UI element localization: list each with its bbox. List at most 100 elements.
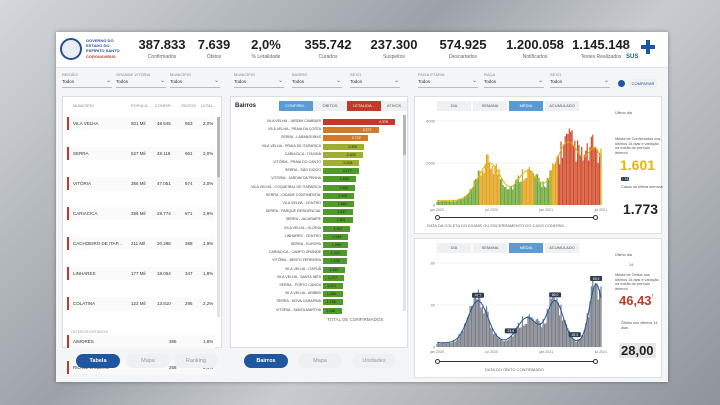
comparar-button[interactable]: COMPARAR — [628, 79, 658, 88]
filter-sexo-2[interactable]: SEXO Todos — [550, 72, 610, 88]
series-bar — [537, 174, 539, 205]
casos-tab-semana[interactable]: SEMANA — [473, 101, 507, 111]
series-bar — [565, 133, 568, 205]
table-scrollbar[interactable] — [217, 117, 220, 317]
obitos-tab-dia[interactable]: DIA — [437, 243, 471, 253]
bar[interactable] — [323, 119, 395, 125]
series-bar — [581, 146, 583, 205]
bar[interactable] — [323, 217, 353, 224]
series-bar — [549, 170, 551, 205]
obitos-axis-label: DATA DO ÓBITO CONFIRMADO — [485, 367, 544, 372]
casos-tab-acumulado[interactable]: ACUMULADO — [545, 101, 579, 111]
bar[interactable] — [323, 135, 368, 142]
bar[interactable] — [323, 201, 354, 207]
casos-tab-media[interactable]: MÉDIA — [509, 101, 543, 111]
series-bar — [590, 286, 592, 347]
bar[interactable] — [323, 225, 350, 232]
panel1-buttons: Tabela Mapa Ranking — [62, 354, 222, 368]
series-bar — [572, 145, 575, 205]
table-row[interactable]: AIMORÉS 395 1,8% — [67, 335, 215, 348]
table-row[interactable]: CARIACICA 386 Mil 29.774 871 2,9% — [67, 207, 215, 220]
table-row[interactable]: VITÓRIA 366 Mil 47.051 874 2,0% — [67, 177, 215, 190]
series-bar — [546, 177, 548, 205]
bar[interactable] — [323, 168, 359, 175]
bar[interactable] — [323, 274, 344, 281]
series-bar — [459, 199, 462, 205]
series-bar — [476, 178, 478, 205]
casos-date-slider[interactable] — [435, 215, 598, 220]
y-tick: 0 — [433, 345, 436, 350]
table-row[interactable]: LINHARES 177 Mil 19.064 347 1,8% — [67, 267, 215, 280]
ranking-button[interactable]: Ranking — [174, 354, 218, 368]
bar[interactable] — [323, 307, 343, 314]
filter-municipio-2[interactable]: MUNICÍPIO Todos — [234, 72, 284, 88]
casos-media-value: 1.601 — [620, 157, 656, 173]
bairros-scrollbar[interactable] — [403, 115, 406, 311]
series-bar — [568, 330, 570, 347]
tab-ativos[interactable]: ATIVOS — [381, 101, 407, 111]
bar[interactable] — [323, 242, 348, 248]
bar[interactable] — [323, 151, 363, 158]
obitos-tab-semana[interactable]: SEMANA — [473, 243, 507, 253]
bar[interactable] — [323, 299, 343, 306]
filter-raca[interactable]: RAÇA Todos — [484, 72, 544, 88]
series-bar — [579, 155, 581, 205]
series-bar — [495, 333, 497, 347]
table-row[interactable]: COLATINA 123 Mil 13.510 295 2,2% — [67, 297, 215, 310]
obitos-tab-acumulado[interactable]: ACUMULADO — [545, 243, 579, 253]
bar[interactable] — [323, 143, 365, 150]
filter-sexo[interactable]: SEXO Todos — [350, 72, 400, 88]
bar[interactable] — [323, 209, 354, 216]
cell-pop: 527 Mil — [131, 151, 146, 156]
bar[interactable] — [323, 176, 356, 183]
casos-tab-dia[interactable]: DIA — [437, 101, 471, 111]
table-row[interactable]: VILA VELHA 501 Mil 48.545 953 2,0% — [67, 117, 215, 130]
filter-faixa-etaria[interactable]: FAIXA ETÁRIA Todos — [418, 72, 478, 88]
series-bar — [479, 171, 481, 205]
filter-bairro[interactable]: BAIRRO Todos — [292, 72, 342, 88]
bar-value: 1.627 — [333, 226, 343, 231]
obitos-date-slider[interactable] — [435, 359, 598, 364]
series-bar — [497, 337, 499, 347]
series-bar — [554, 163, 557, 205]
series-bar — [579, 339, 581, 347]
bar[interactable] — [323, 160, 360, 166]
filter-grande-vitoria[interactable]: GRANDE VITÓRIA Todos — [116, 72, 166, 88]
casos-tabs: DIA SEMANA MÉDIA ACUMULADO — [437, 101, 579, 111]
table-header: MUNICÍPIO POPULA... CONFIR... ÓBITOS LET… — [73, 103, 217, 108]
bar[interactable] — [323, 258, 347, 265]
bar-value: 1.444 — [330, 251, 340, 256]
bairros-button[interactable]: Bairros — [244, 354, 288, 368]
tabela-button[interactable]: Tabela — [76, 354, 120, 368]
bar[interactable] — [323, 192, 355, 199]
tab-confirmados[interactable]: CONFIRM... — [279, 101, 313, 111]
bar[interactable] — [323, 127, 379, 134]
series-bar — [497, 174, 499, 205]
bar[interactable] — [323, 291, 343, 298]
table-row[interactable]: SERRA 527 Mil 48.118 961 2,0% — [67, 147, 215, 160]
bar[interactable] — [323, 250, 347, 257]
bar[interactable] — [323, 233, 349, 240]
tab-obitos[interactable]: ÓBITOS — [313, 101, 347, 111]
unidades-button[interactable]: Unidades — [352, 354, 396, 368]
bar[interactable] — [323, 184, 356, 191]
tab-letalidade[interactable]: LETALIDA... — [347, 101, 381, 111]
series-bar — [486, 154, 488, 205]
obitos-tab-media[interactable]: MÉDIA — [509, 243, 543, 253]
series-bar — [506, 189, 508, 205]
series-bar — [447, 342, 449, 347]
series-bar — [461, 198, 463, 205]
filter-municipio[interactable]: MUNICÍPIO Todos — [170, 72, 220, 88]
filter-regiao[interactable]: REGIÃO Todos — [62, 72, 112, 88]
bar-value: 1.206 — [326, 292, 336, 297]
bar-label: VILA VELHA - ARIBIRI — [284, 291, 321, 296]
table-row[interactable]: CACHOEIRO DE ITAP... 211 Mil 20.288 388 1,9% — [67, 237, 215, 250]
add-icon[interactable] — [618, 80, 625, 87]
mapa-button[interactable]: Mapa — [126, 354, 170, 368]
mapa-bairros-button[interactable]: Mapa — [298, 354, 342, 368]
bar[interactable] — [323, 283, 344, 289]
series-bar — [594, 282, 597, 347]
bar[interactable] — [323, 266, 346, 273]
series-bar — [441, 201, 444, 205]
cell-let: 2,0% — [203, 121, 214, 126]
